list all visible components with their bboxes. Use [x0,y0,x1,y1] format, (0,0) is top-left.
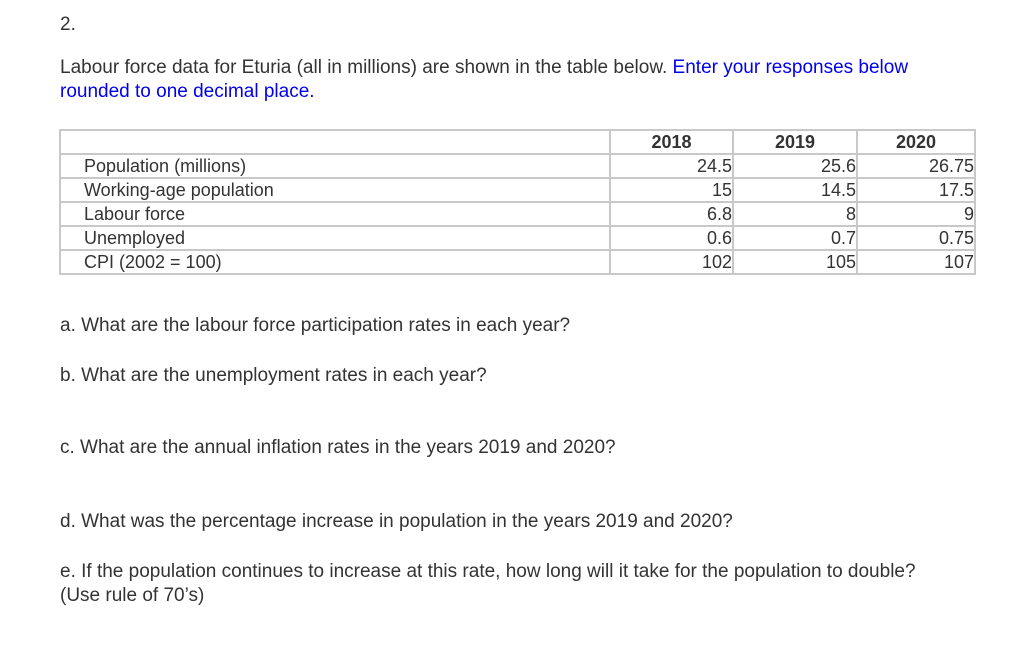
cell-working-age-2020: 17.5 [856,177,976,203]
row-label-unemployed: Unemployed [59,225,611,251]
row-label-working-age: Working-age population [59,177,611,203]
header-2019: 2019 [732,129,858,155]
question-a: a. What are the labour force participati… [60,315,571,336]
question-e: e. If the population continues to increa… [60,561,916,606]
labour-force-table: 2018 2019 2020 Population (millions) 24.… [59,129,976,275]
table-row: Working-age population 15 14.5 17.5 [59,177,976,203]
cell-working-age-2019: 14.5 [732,177,858,203]
cell-cpi-2020: 107 [856,249,976,275]
question-c: c. What are the annual inflation rates i… [60,437,616,458]
row-label-cpi: CPI (2002 = 100) [59,249,611,275]
cell-unemployed-2019: 0.7 [732,225,858,251]
intro-text: Labour force data for Eturia (all in mil… [60,57,673,78]
cell-labour-force-2019: 8 [732,201,858,227]
intro-paragraph: Labour force data for Eturia (all in mil… [60,56,980,104]
cell-unemployed-2018: 0.6 [609,225,734,251]
table-row: Labour force 6.8 8 9 [59,201,976,227]
cell-cpi-2018: 102 [609,249,734,275]
cell-population-2019: 25.6 [732,153,858,179]
cell-labour-force-2018: 6.8 [609,201,734,227]
table-row: CPI (2002 = 100) 102 105 107 [59,249,976,275]
cell-working-age-2018: 15 [609,177,734,203]
question-b: b. What are the unemployment rates in ea… [60,365,487,386]
question-number: 2. [60,14,76,35]
table-header-row: 2018 2019 2020 [59,129,976,155]
cell-cpi-2019: 105 [732,249,858,275]
table-row: Unemployed 0.6 0.7 0.75 [59,225,976,251]
cell-population-2018: 24.5 [609,153,734,179]
question-d: d. What was the percentage increase in p… [60,511,733,532]
header-2020: 2020 [856,129,976,155]
row-label-population: Population (millions) [59,153,611,179]
row-label-labour-force: Labour force [59,201,611,227]
table-row: Population (millions) 24.5 25.6 26.75 [59,153,976,179]
intro-instruction: Enter your responses below rounded to on… [60,57,909,102]
header-empty [59,129,611,155]
cell-unemployed-2020: 0.75 [856,225,976,251]
header-2018: 2018 [609,129,734,155]
cell-population-2020: 26.75 [856,153,976,179]
cell-labour-force-2020: 9 [856,201,976,227]
